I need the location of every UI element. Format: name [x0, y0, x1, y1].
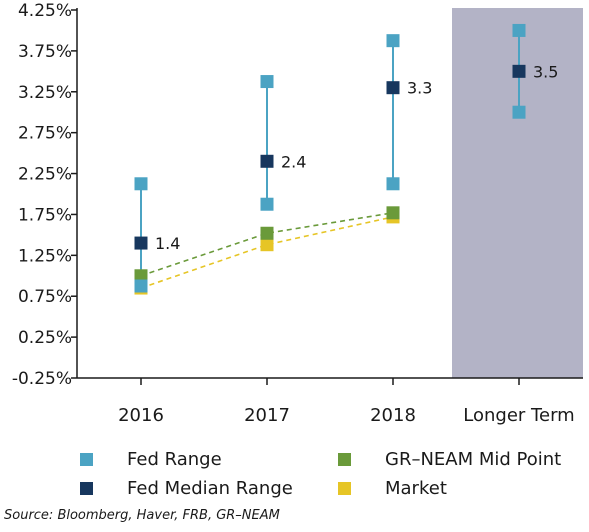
legend-item-fed-range: Fed Range	[80, 446, 222, 472]
fed-range-high-marker	[512, 23, 526, 37]
longer-term-shade	[452, 8, 583, 378]
market-line	[140, 216, 394, 289]
grneam-marker	[260, 226, 274, 240]
legend-label-grneam: GR–NEAM Mid Point	[385, 448, 562, 470]
fed-range-low-marker	[386, 177, 400, 191]
fed-median-marker	[386, 81, 400, 95]
market-marker	[260, 238, 274, 252]
legend-swatch-grneam	[338, 452, 351, 466]
legend-label-market: Market	[385, 477, 447, 499]
legend-item-grneam: GR–NEAM Mid Point	[338, 446, 561, 472]
grneam-line	[140, 212, 394, 277]
legend-label-fed-range: Fed Range	[127, 448, 222, 470]
chart-legend: Fed Range Fed Median Range GR–NEAM Mid P…	[0, 444, 589, 504]
legend-item-market: Market	[338, 475, 447, 501]
y-tick-label: 1.25%	[18, 246, 72, 266]
fed-range-low-marker	[134, 279, 148, 293]
x-tick-label: 2017	[244, 405, 290, 426]
legend-label-fed-median: Fed Median Range	[127, 477, 293, 499]
fed-median-label: 3.3	[407, 79, 432, 98]
legend-swatch-fed-range	[80, 452, 93, 466]
grneam-marker	[134, 269, 148, 283]
y-tick-label: 0.25%	[18, 328, 72, 348]
y-tick-label: 1.75%	[18, 205, 72, 225]
y-tick-label: 4.25%	[18, 1, 72, 21]
source-note: Source: Bloomberg, Haver, FRB, GR–NEAM	[4, 508, 280, 523]
fed-median-marker	[260, 154, 274, 168]
fed-median-label: 3.5	[533, 62, 558, 81]
chart-plot: 4.25% 3.75% 3.25% 2.75% 2.25% 1.75% 1.25% 0.75%…	[12, 1, 583, 426]
fed-median-marker	[512, 64, 526, 78]
fed-range-high-marker	[260, 75, 274, 89]
y-tick-label: 3.25%	[18, 83, 72, 103]
grneam-marker	[386, 206, 400, 220]
fed-range-low-marker	[260, 197, 274, 211]
y-tick-label: 2.75%	[18, 124, 72, 144]
y-tick-label: 2.25%	[18, 165, 72, 185]
legend-item-fed-median: Fed Median Range	[80, 475, 293, 501]
fed-range-high-marker	[386, 34, 400, 48]
x-tick-label: 2018	[370, 405, 416, 426]
legend-swatch-market	[338, 481, 351, 495]
fed-median-label: 2.4	[281, 152, 306, 171]
fed-median-marker	[134, 236, 148, 250]
x-tick-label: Longer Term	[463, 405, 574, 426]
fed-median-label: 1.4	[155, 234, 180, 253]
fed-range-low-marker	[512, 105, 526, 119]
y-tick-label: 3.75%	[18, 42, 72, 62]
legend-swatch-fed-median	[80, 481, 93, 495]
y-tick-label: 0.75%	[18, 287, 72, 307]
fed-range-high-marker	[134, 177, 148, 191]
y-tick-label: -0.25%	[12, 369, 72, 389]
x-tick-label: 2016	[118, 405, 164, 426]
